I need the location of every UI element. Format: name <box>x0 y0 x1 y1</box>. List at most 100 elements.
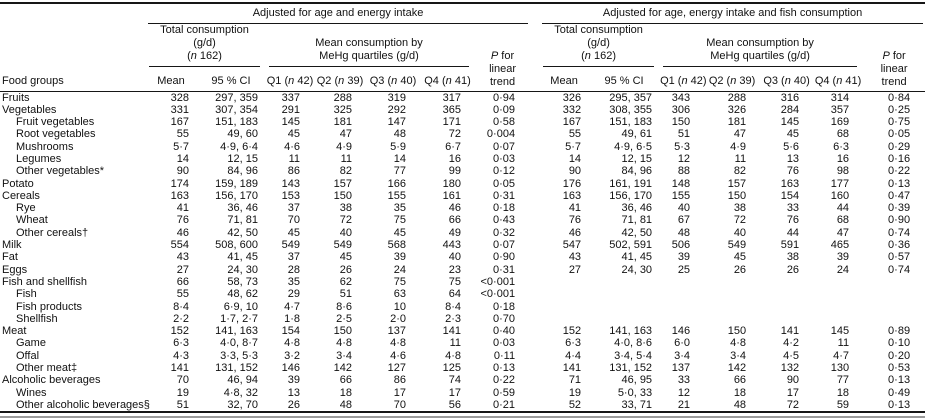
s1-q1-cell: 549 <box>281 239 300 252</box>
food-group-label: Other vegetables* <box>16 165 105 178</box>
s1-ci-cell: 48, 62 <box>227 288 258 301</box>
s2-q3-cell <box>760 276 813 288</box>
s1-q1-cell: 70 <box>287 214 300 227</box>
s2-q2-cell <box>704 301 760 313</box>
food-group-label: Meat <box>2 325 27 338</box>
section1-q1-header: Q1 (n 42) <box>266 67 314 92</box>
table-row: Shellfish 2·2 1·7, 2·7 1·8 2·5 2·0 2·3 0… <box>0 313 925 325</box>
s1-p-cell: 0·03 <box>493 152 516 165</box>
s2-mean-cell: 71 <box>568 374 582 387</box>
s2-q1-cell: 148 <box>671 177 691 190</box>
s2-mean-cell: 19 <box>568 386 582 399</box>
s1-q4-cell: 317 <box>442 91 461 104</box>
s1-p-cell: 0·12 <box>493 165 516 178</box>
s2-p-cell: 0·13 <box>888 177 911 190</box>
s1-q4-cell: 180 <box>442 177 461 190</box>
s2-q3-cell: 154 <box>780 189 800 202</box>
s2-q4-cell: 465 <box>830 239 850 252</box>
s2-q4-cell: 314 <box>830 91 850 104</box>
s2-p-cell <box>863 276 925 288</box>
s1-ci-cell: 4·0, 8·7 <box>220 337 258 350</box>
s2-ci-cell: 308, 355 <box>609 103 653 116</box>
section1-q4-header: Q4 (n 41) <box>420 67 475 92</box>
s1-q2-cell: 150 <box>333 189 352 202</box>
table-row: Fish products 8·4 6·9, 10 4·7 8·6 10 8·4… <box>0 301 925 313</box>
s1-mean-cell: 55 <box>176 128 189 141</box>
s1-q3-cell: 568 <box>387 239 406 252</box>
s2-q4-cell <box>813 288 863 300</box>
s2-p-cell: 0·20 <box>888 349 911 362</box>
s2-mean-cell: 141 <box>562 362 582 375</box>
section1-ci-header: 95 % CI <box>196 67 266 92</box>
table-row: Other alcoholic beverages§ 51 32, 70 26 … <box>0 399 925 412</box>
s1-q4-cell: 40 <box>448 251 461 264</box>
s2-ci-cell: 295, 357 <box>609 91 653 104</box>
s1-q1-cell: 37 <box>287 251 300 264</box>
table-row: Rye 41 36, 46 37 38 35 46 0·18 41 36, 46… <box>0 202 925 214</box>
table-row: Game 6·3 4·0, 8·7 4·8 4·8 4·8 11 0·03 6·… <box>0 337 925 349</box>
food-group-label: Milk <box>2 239 22 252</box>
s1-q4-cell: 443 <box>442 239 461 252</box>
s2-p-cell <box>863 313 925 325</box>
s1-q2-cell: 18 <box>339 386 352 399</box>
s1-ci-cell: 58, 73 <box>227 275 258 288</box>
s1-q2-cell: 150 <box>333 325 352 338</box>
s1-ci-cell: 71, 81 <box>227 214 258 227</box>
s1-q2-cell: 8·6 <box>336 300 352 313</box>
s2-p-cell: 0·90 <box>888 214 911 227</box>
s2-q2-cell: 82 <box>733 165 747 178</box>
s2-q4-cell: 59 <box>836 398 850 411</box>
food-group-label: Fat <box>2 251 18 264</box>
s1-q3-cell: 10 <box>393 300 406 313</box>
s1-q1-cell: 4·8 <box>284 337 300 350</box>
food-group-label: Fish products <box>16 300 83 313</box>
s2-ci-cell: 502, 591 <box>609 239 653 252</box>
s2-ci-cell: 4·0, 8·6 <box>614 337 653 350</box>
s1-mean-cell: 43 <box>176 251 189 264</box>
s1-q1-cell: 45 <box>287 226 300 239</box>
s1-q2-cell: 40 <box>339 226 352 239</box>
s2-mean-cell: 152 <box>562 325 582 338</box>
s2-p-cell: 0·74 <box>888 263 911 276</box>
s1-mean-cell: 90 <box>176 165 189 178</box>
row-spacer <box>530 350 540 362</box>
row-spacer <box>530 128 540 140</box>
s2-q1-cell: 12 <box>677 386 691 399</box>
s2-p-cell <box>863 301 925 313</box>
s2-q1-cell: 48 <box>677 226 691 239</box>
s2-q1-cell: 21 <box>677 398 691 411</box>
s1-q1-cell: 4·6 <box>284 140 300 153</box>
section2-q3-header: Q3 (n 40) <box>760 67 814 92</box>
s1-mean-cell: 55 <box>176 288 189 301</box>
s1-mean-cell: 41 <box>176 202 189 215</box>
s2-q3-cell: 145 <box>780 116 800 129</box>
table-row: Vegetables 331 307, 354 291 325 292 365 … <box>0 104 925 116</box>
s2-q4-cell <box>813 313 863 325</box>
s2-q3-cell: 90 <box>786 374 800 387</box>
s2-q2-cell: 4·8 <box>730 337 747 350</box>
s1-q4-cell: 74 <box>448 374 461 387</box>
s2-ci-cell: 36, 46 <box>621 202 653 215</box>
food-group-label: Wines <box>16 386 47 399</box>
s2-q2-cell <box>704 276 760 288</box>
s1-ci-cell: 508, 600 <box>215 239 258 252</box>
table-body: Fruits 328 297, 359 337 288 319 317 0·94… <box>0 91 925 412</box>
s2-ci-cell: 5·0, 33 <box>617 386 653 399</box>
table-row: Legumes 14 12, 15 11 11 14 16 0·03 14 12… <box>0 153 925 165</box>
s2-q1-cell <box>660 313 704 325</box>
s2-q4-cell: 18 <box>836 386 850 399</box>
s2-ci-cell: 33, 71 <box>621 398 653 411</box>
table-row: Fish and shellfish 66 58, 73 35 62 75 75… <box>0 276 925 288</box>
food-group-label: Fruits <box>2 91 30 104</box>
section2-total-consumption-header: Total consumption (g/d) (n 162) <box>540 24 660 67</box>
s1-ci-cell: 131, 152 <box>215 362 258 375</box>
s2-q3-cell <box>760 288 813 300</box>
s1-q2-cell: 47 <box>339 128 352 141</box>
s1-q4-cell: 75 <box>448 275 461 288</box>
s2-q1-cell: 6·0 <box>674 337 691 350</box>
s1-q4-cell: 8·4 <box>445 300 461 313</box>
s2-q3-cell: 76 <box>786 165 800 178</box>
s1-q2-cell: 51 <box>339 288 352 301</box>
s2-q4-cell: 6·3 <box>833 140 850 153</box>
s2-q4-cell <box>813 276 863 288</box>
